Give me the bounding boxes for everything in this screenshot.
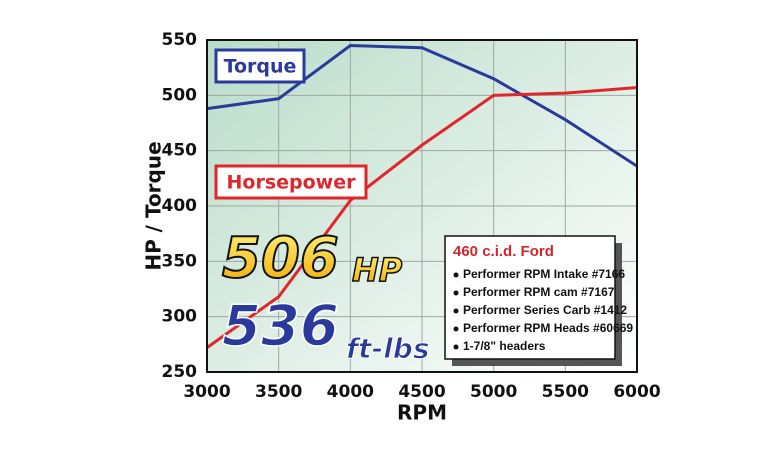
bullet <box>453 272 459 278</box>
x-tick-label: 3500 <box>255 382 302 402</box>
plot-frame <box>206 39 638 373</box>
x-tick-label: 6000 <box>613 382 660 402</box>
spec-item: Performer RPM cam #7167 <box>463 285 615 299</box>
y-tick-label: 450 <box>162 141 198 161</box>
headline-hp: 506 <box>222 226 339 291</box>
x-axis-label: RPM <box>397 401 447 425</box>
legend-box <box>214 48 306 84</box>
headline-torque: 536 <box>222 294 339 359</box>
y-axis-label: HP / Torque <box>142 141 166 270</box>
series-line <box>206 86 638 349</box>
headline-torque-unit: ft-lbs <box>346 332 430 365</box>
bullet <box>453 344 459 350</box>
y-tick-label: 500 <box>162 85 198 105</box>
series-line <box>206 44 638 168</box>
bullet <box>453 326 459 332</box>
legend-label: Horsepower <box>227 172 357 194</box>
x-tick-label: 4500 <box>398 382 445 402</box>
spec-item: Performer RPM Heads #60669 <box>463 321 633 335</box>
spec-item: 1-7/8" headers <box>463 339 546 353</box>
y-tick-label: 350 <box>162 251 198 271</box>
spec-title: 460 c.i.d. Ford <box>453 243 554 260</box>
x-tick-label: 3000 <box>183 382 230 402</box>
x-tick-label: 4000 <box>327 382 374 402</box>
x-tick-label: 5500 <box>542 382 589 402</box>
y-tick-label: 550 <box>162 30 198 50</box>
x-tick-label: 5000 <box>470 382 517 402</box>
y-tick-label: 300 <box>162 307 198 327</box>
legend-label: Torque <box>224 56 297 78</box>
headline-hp-unit: HP <box>352 251 403 289</box>
bullet <box>453 308 459 314</box>
y-tick-label: 400 <box>162 196 198 216</box>
spec-item: Performer Series Carb #1412 <box>463 303 627 317</box>
y-tick-label: 250 <box>162 362 198 382</box>
legend-box <box>214 164 368 200</box>
spec-item: Performer RPM Intake #7166 <box>463 267 625 281</box>
bullet <box>453 290 459 296</box>
spec-box <box>444 235 616 360</box>
